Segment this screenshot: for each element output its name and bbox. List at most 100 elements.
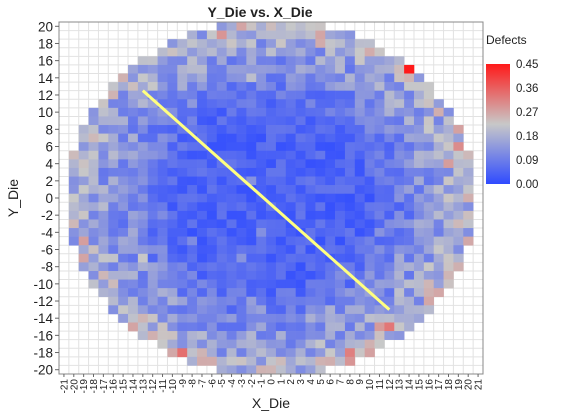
heatmap-cell	[137, 210, 149, 220]
heatmap-cell	[88, 270, 99, 280]
heatmap-cell	[216, 288, 227, 298]
heatmap-cell	[315, 348, 326, 358]
heatmap-cell	[443, 236, 454, 246]
heatmap-cell	[315, 90, 326, 100]
heatmap-cell	[354, 56, 365, 66]
heatmap-cell	[285, 236, 296, 246]
heatmap-cell	[68, 167, 80, 177]
heatmap-cell	[463, 185, 474, 195]
heatmap-cell	[246, 125, 257, 134]
heatmap-cell	[335, 167, 346, 177]
heatmap-cell	[335, 142, 346, 152]
heatmap-cell	[177, 142, 188, 152]
heatmap-cell	[335, 270, 346, 280]
heatmap-cell	[404, 167, 415, 177]
heatmap-cell	[325, 125, 336, 134]
heatmap-cell	[315, 279, 326, 289]
heatmap-cell	[325, 150, 336, 160]
heatmap-cell	[315, 99, 326, 109]
heatmap-cell	[423, 99, 434, 109]
heatmap-cell	[443, 202, 454, 212]
heatmap-cell	[197, 313, 208, 323]
heatmap-cell	[206, 262, 218, 272]
heatmap-cell	[443, 116, 454, 126]
heatmap-cell	[118, 185, 129, 195]
heatmap-cell	[453, 262, 464, 272]
heatmap-cell	[295, 107, 306, 117]
heatmap-cell	[78, 193, 89, 203]
heatmap-cell	[374, 236, 385, 246]
heatmap-cell	[266, 322, 277, 332]
heatmap-cell	[266, 167, 277, 177]
heatmap-cell	[354, 185, 365, 195]
heatmap-cell	[315, 193, 326, 203]
heatmap-cell	[413, 167, 425, 177]
heatmap-cell	[206, 39, 218, 49]
heatmap-cell	[266, 82, 277, 91]
heatmap-cell	[305, 125, 316, 134]
heatmap-cell	[305, 331, 316, 340]
heatmap-cell	[315, 202, 326, 212]
heatmap-cell	[68, 228, 80, 237]
heatmap-cell	[344, 193, 356, 203]
heatmap-cell	[374, 270, 385, 280]
heatmap-cell	[226, 279, 237, 289]
heatmap-cell	[128, 253, 139, 263]
heatmap-cell	[453, 219, 464, 229]
heatmap-cell	[177, 262, 188, 272]
heatmap-cell	[256, 64, 267, 74]
heatmap-cell	[384, 159, 395, 169]
heatmap-cell	[187, 245, 198, 255]
heatmap-cell	[364, 73, 375, 83]
heatmap-cell	[236, 210, 247, 220]
heatmap-cell	[275, 47, 287, 57]
heatmap-cell	[88, 125, 99, 134]
heatmap-cell	[187, 210, 198, 220]
heatmap-cell	[226, 125, 237, 134]
heatmap-cell	[453, 228, 464, 237]
heatmap-cell	[295, 73, 306, 83]
heatmap-cell	[167, 90, 178, 100]
heatmap-cell	[305, 365, 316, 375]
heatmap-cell	[285, 150, 296, 160]
heatmap-cell	[344, 150, 356, 160]
heatmap-cell	[325, 270, 336, 280]
heatmap-cell	[256, 133, 267, 143]
heatmap-cell	[404, 305, 415, 315]
heatmap-cell	[118, 82, 129, 91]
heatmap-cell	[197, 253, 208, 263]
heatmap-cell	[98, 125, 109, 134]
heatmap-cell	[295, 202, 306, 212]
heatmap-cell	[453, 253, 464, 263]
heatmap-cell	[226, 210, 237, 220]
heatmap-cell	[413, 236, 425, 246]
heatmap-cell	[404, 64, 415, 74]
heatmap-cell	[335, 185, 346, 195]
heatmap-cell	[384, 202, 395, 212]
heatmap-cell	[295, 331, 306, 340]
heatmap-cell	[295, 176, 306, 186]
heatmap-cell	[78, 228, 89, 237]
heatmap-cell	[216, 30, 227, 40]
heatmap-cell	[394, 210, 405, 220]
heatmap-cell	[167, 202, 178, 212]
heatmap-cell	[137, 90, 149, 100]
heatmap-cell	[177, 39, 188, 49]
heatmap-cell	[177, 339, 188, 349]
heatmap-cell	[315, 150, 326, 160]
heatmap-cell	[384, 270, 395, 280]
heatmap-cell	[344, 279, 356, 289]
heatmap-cell	[394, 245, 405, 255]
heatmap-cell	[295, 39, 306, 49]
heatmap-cell	[374, 82, 385, 91]
heatmap-cell	[354, 210, 365, 220]
heatmap-cell	[394, 133, 405, 143]
legend-tick-label: 0.36	[516, 83, 538, 95]
heatmap-cell	[266, 356, 277, 366]
heatmap-cell	[364, 56, 375, 66]
heatmap-cell	[295, 150, 306, 160]
heatmap-cell	[137, 56, 149, 66]
x-tick-label: 12	[385, 379, 396, 391]
heatmap-cell	[137, 262, 149, 272]
heatmap-cell	[147, 279, 158, 289]
